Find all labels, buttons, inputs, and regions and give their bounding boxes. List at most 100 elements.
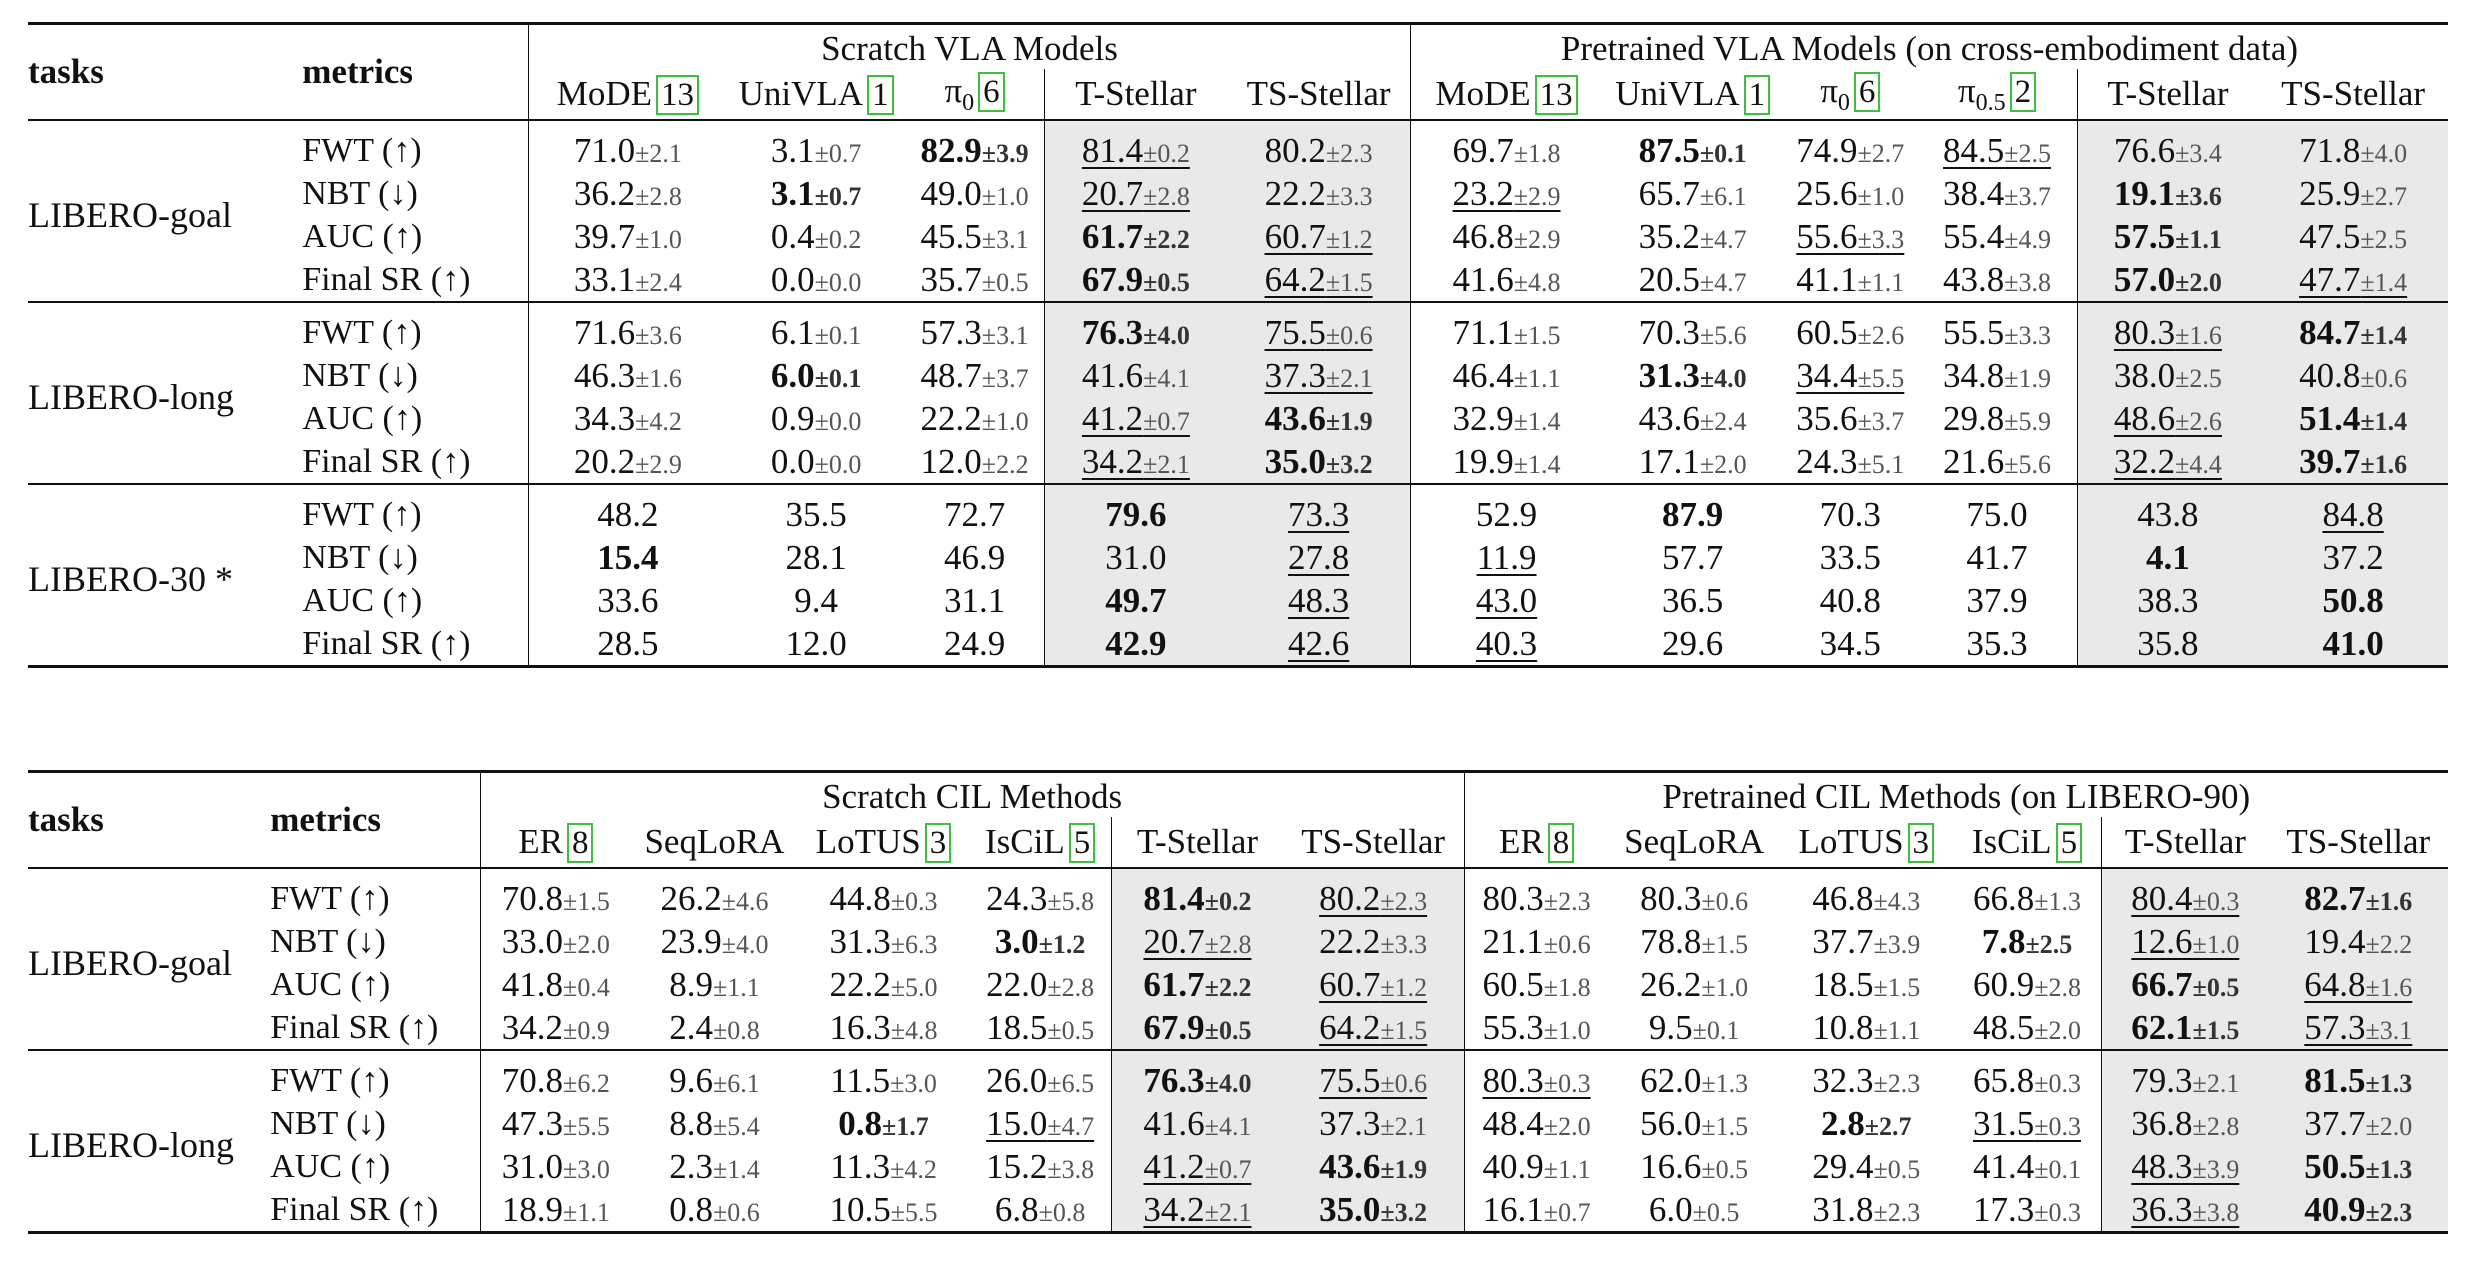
mean-value: 65.8 xyxy=(1972,1060,2035,1100)
std-value: ±4.7 xyxy=(1699,224,1747,254)
citation-link[interactable]: 8 xyxy=(1547,823,1575,863)
value-wrap: 67.9±0.5 xyxy=(1143,1008,1251,1047)
mean-value: 70.3 xyxy=(1638,312,1700,352)
value-wrap: 45.5±3.1 xyxy=(921,217,1029,256)
citation-link[interactable]: 6 xyxy=(1853,72,1881,112)
mean-value: 57.3 xyxy=(920,312,982,352)
value-wrap: 7.8±2.5 xyxy=(1982,922,2073,961)
mean-value: 6.0 xyxy=(1648,1189,1693,1229)
value-cell: 42.9 xyxy=(1043,622,1228,667)
value-wrap: 46.3±1.6 xyxy=(574,356,682,395)
mean-value: 10.8 xyxy=(1812,1007,1874,1047)
value-wrap: 0.4±0.2 xyxy=(771,217,862,256)
value-wrap: 60.9±2.8 xyxy=(1973,965,2081,1004)
method-header: IsCiL 5 xyxy=(969,817,1112,868)
value-wrap: 26.2±1.0 xyxy=(1640,965,1748,1004)
citation-link[interactable]: 2 xyxy=(2009,72,2037,112)
method-header: π0 6 xyxy=(1783,69,1917,120)
table-row: AUC (↑) 31.0±3.0 2.3±1.4 11.3±4.2 15.2±3.8 41… xyxy=(28,1145,2448,1188)
metric-name: AUC (↑) xyxy=(302,399,423,437)
value-wrap: 11.3±4.2 xyxy=(830,1147,937,1186)
value-cell: 46.8±4.3 xyxy=(1780,868,1953,920)
value-cell: 22.2±1.0 xyxy=(906,397,1044,440)
mean-value: 44.8 xyxy=(829,878,891,918)
value-cell: 64.8±1.6 xyxy=(2268,963,2448,1006)
value-wrap: 48.3±3.9 xyxy=(2131,1147,2239,1186)
value-wrap: 60.5±1.8 xyxy=(1483,965,1591,1004)
method-header: ER 8 xyxy=(479,817,631,868)
std-value: ±5.1 xyxy=(1857,449,1905,479)
std-value: ±2.9 xyxy=(1513,181,1561,211)
mean-value: 82.7 xyxy=(2304,878,2366,918)
std-value: ±1.5 xyxy=(563,886,610,916)
value-wrap: 55.3±1.0 xyxy=(1483,1008,1591,1047)
citation-link[interactable]: 1 xyxy=(867,75,894,115)
value-cell: 61.7±2.2 xyxy=(1111,963,1283,1006)
mean-value: 16.6 xyxy=(1640,1146,1702,1186)
mean-value: 2.4 xyxy=(669,1007,713,1047)
value-cell: 45.5±3.1 xyxy=(906,215,1044,258)
mean-value: 31.5 xyxy=(1972,1103,2035,1143)
std-value: ±0.0 xyxy=(814,267,862,297)
value-wrap: 87.9 xyxy=(1662,495,1723,534)
std-value: ±1.3 xyxy=(2365,1068,2413,1098)
value-wrap: 34.2±2.1 xyxy=(1082,442,1190,481)
value-wrap: 75.5±0.6 xyxy=(1319,1061,1427,1100)
citation-link[interactable]: 13 xyxy=(1534,75,1578,115)
mean-value: 60.9 xyxy=(1972,964,2035,1004)
mean-value: 55.6 xyxy=(1796,216,1858,256)
value-wrap: 43.6±1.9 xyxy=(1319,1147,1427,1186)
mean-value: 49.0 xyxy=(920,173,982,213)
value-wrap: 0.9±0.0 xyxy=(771,399,862,438)
value-cell: 74.9±2.7 xyxy=(1783,120,1917,172)
std-value: ±0.5 xyxy=(2192,972,2240,1002)
metric-name: Final SR (↑) xyxy=(302,260,471,298)
value-cell: 57.0±2.0 xyxy=(2076,258,2259,302)
table-row: Final SR (↑) 18.9±1.1 0.8±0.6 10.5±5.5 6.8±0… xyxy=(28,1188,2448,1233)
value-wrap: 57.0±2.0 xyxy=(2114,260,2222,299)
value-wrap: 25.9±2.7 xyxy=(2299,174,2407,213)
mean-value: 15.2 xyxy=(986,1146,1048,1186)
std-value: ±5.8 xyxy=(1047,886,1095,916)
method-name: SeqLoRA xyxy=(644,822,785,861)
mean-value: 47.3 xyxy=(501,1103,564,1143)
value-wrap: 66.7±0.5 xyxy=(2131,965,2239,1004)
value-wrap: 25.6±1.0 xyxy=(1796,174,1904,213)
citation-link[interactable]: 3 xyxy=(1907,823,1935,863)
value-wrap: 23.9±4.0 xyxy=(660,922,768,961)
value-wrap: 40.9±2.3 xyxy=(2304,1190,2412,1229)
citation-link[interactable]: 6 xyxy=(978,72,1005,112)
metric-name: FWT (↑) xyxy=(302,495,422,533)
value-cell: 60.5±2.6 xyxy=(1783,302,1917,354)
value-cell: 56.0±1.5 xyxy=(1609,1102,1780,1145)
std-value: ±2.0 xyxy=(2034,1015,2081,1045)
mean-value: 82.9 xyxy=(920,130,982,170)
value-cell: 12.6±1.0 xyxy=(2101,920,2269,963)
citation-link[interactable]: 3 xyxy=(924,823,952,863)
value-wrap: 32.3±2.3 xyxy=(1812,1061,1920,1100)
value-cell: 6.8±0.8 xyxy=(969,1188,1112,1233)
metric-name: FWT (↑) xyxy=(270,879,390,917)
mean-value: 71.6 xyxy=(573,312,636,352)
value-wrap: 57.7 xyxy=(1662,538,1723,577)
value-cell: 38.4±3.7 xyxy=(1917,172,2077,215)
mean-value: 21.1 xyxy=(1482,921,1544,961)
std-value: ±6.3 xyxy=(890,929,938,959)
citation-link[interactable]: 8 xyxy=(566,823,594,863)
std-value: ±5.5 xyxy=(1857,363,1905,393)
value-wrap: 10.8±1.1 xyxy=(1812,1008,1920,1047)
mean-value: 45.5 xyxy=(920,216,982,256)
citation-link[interactable]: 13 xyxy=(656,75,700,115)
mean-value: 29.6 xyxy=(1662,623,1724,663)
value-wrap: 2.8±2.7 xyxy=(1821,1104,1912,1143)
citation-link[interactable]: 1 xyxy=(1743,75,1771,115)
mean-value: 31.0 xyxy=(1105,537,1167,577)
mean-value: 31.8 xyxy=(1812,1189,1874,1229)
citation-link[interactable]: 5 xyxy=(2055,823,2083,863)
value-wrap: 61.7±2.2 xyxy=(1143,965,1251,1004)
mean-value: 75.5 xyxy=(1319,1060,1381,1100)
value-cell: 48.5±2.0 xyxy=(1953,1006,2102,1050)
value-cell: 28.1 xyxy=(727,536,906,579)
value-wrap: 33.5 xyxy=(1820,538,1881,577)
citation-link[interactable]: 5 xyxy=(1068,823,1096,863)
